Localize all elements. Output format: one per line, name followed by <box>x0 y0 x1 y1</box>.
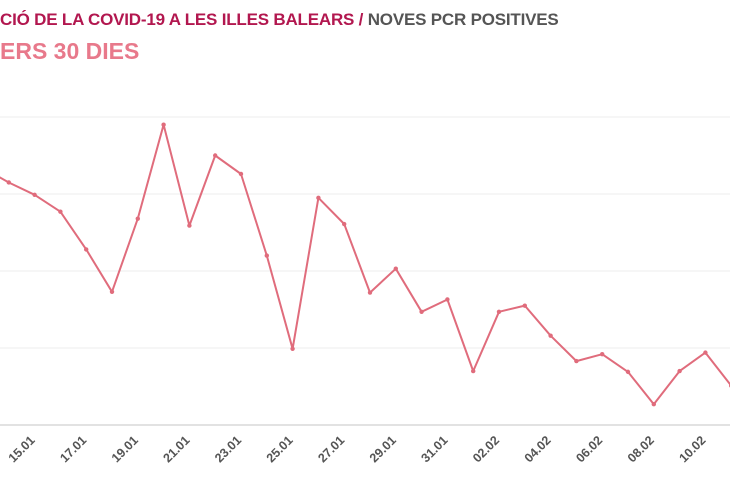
data-point <box>600 351 605 357</box>
chart-title: CIÓ DE LA COVID-19 A LES ILLES BALEARS /… <box>0 10 559 30</box>
data-point <box>522 303 527 308</box>
data-point <box>574 358 579 364</box>
data-point <box>238 171 244 177</box>
data-point <box>6 180 11 185</box>
data-point <box>419 309 424 315</box>
data-point <box>703 350 708 355</box>
x-tick-label: 04.02 <box>522 433 554 465</box>
x-tick-label: 10.02 <box>677 433 709 465</box>
data-point <box>367 290 373 295</box>
data-point <box>135 216 140 221</box>
chart-subtitle: ERS 30 DIES <box>0 38 140 64</box>
data-point <box>161 122 166 127</box>
data-point <box>548 333 553 338</box>
data-point <box>677 368 682 374</box>
x-tick-label: 06.02 <box>573 433 605 465</box>
data-point <box>316 195 321 201</box>
data-point <box>32 192 37 197</box>
x-tick-label: 17.01 <box>57 433 89 465</box>
x-tick-label: 08.02 <box>625 433 657 465</box>
x-tick-label: 23.01 <box>212 433 244 465</box>
data-point <box>213 153 218 158</box>
data-point <box>84 247 89 252</box>
x-tick-label: 15.01 <box>6 433 38 465</box>
x-tick-label: 21.01 <box>161 433 193 465</box>
data-point <box>58 209 63 214</box>
data-point <box>342 221 347 227</box>
data-point <box>187 223 192 228</box>
data-point <box>651 402 656 407</box>
data-point <box>264 253 269 258</box>
x-tick-label: 19.01 <box>109 433 141 465</box>
x-tick-label: 27.01 <box>315 433 347 465</box>
data-point <box>496 309 502 315</box>
chart-title-metric: NOVES PCR POSITIVES <box>367 10 559 29</box>
x-tick-label: 02.02 <box>470 433 502 465</box>
data-point <box>471 368 476 374</box>
data-point <box>393 266 398 271</box>
data-point <box>445 297 450 302</box>
x-tick-label: 25.01 <box>264 433 296 465</box>
data-point <box>290 346 295 351</box>
data-point <box>625 369 631 375</box>
x-tick-label: 29.01 <box>367 433 399 465</box>
series-line <box>0 123 730 406</box>
chart-title-main: CIÓ DE LA COVID-19 A LES ILLES BALEARS / <box>0 10 368 29</box>
data-point <box>109 289 115 294</box>
x-tick-label: 31.01 <box>419 433 451 465</box>
